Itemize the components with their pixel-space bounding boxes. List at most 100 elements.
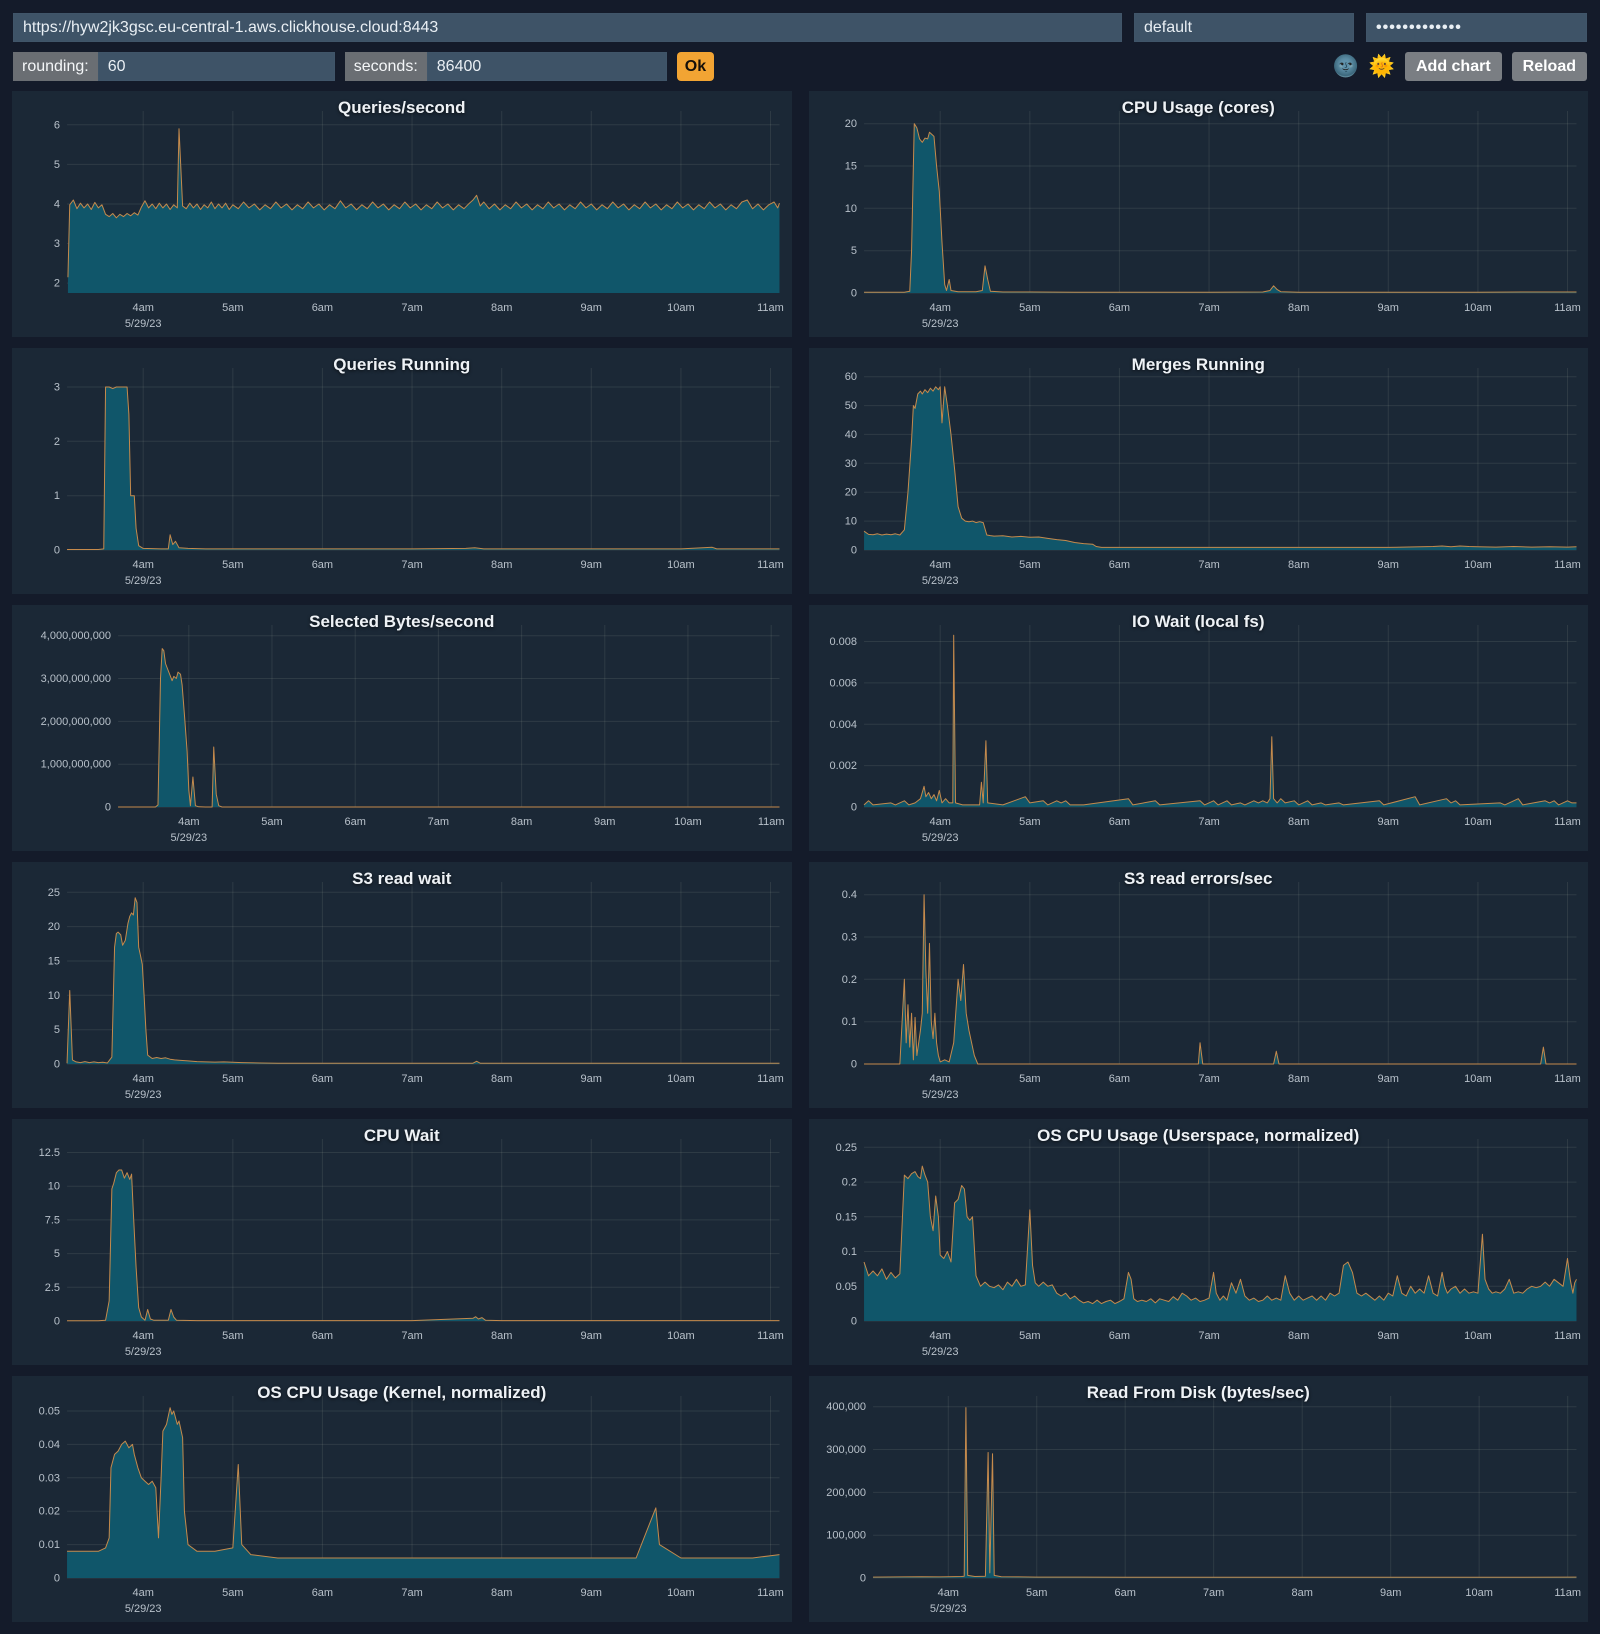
add-chart-button[interactable]: Add chart: [1404, 52, 1502, 81]
chart-canvas-io-wait-local-fs[interactable]: 0 0.002 0.004 0.006 0.008 4am 5am 6am 7am 8am 9am 1…: [809, 605, 1589, 851]
svg-text:8am: 8am: [491, 1330, 512, 1342]
chart-canvas-s3-read-errors[interactable]: 0 0.1 0.2 0.3 0.4 4am 5am 6am 7am 8am 9am 10am 11am 5…: [809, 862, 1589, 1108]
svg-text:9am: 9am: [581, 559, 602, 571]
svg-text:2: 2: [54, 278, 60, 290]
svg-text:10am: 10am: [1464, 1073, 1492, 1085]
svg-text:3: 3: [54, 382, 60, 394]
svg-text:11am: 11am: [757, 1073, 784, 1085]
svg-text:8am: 8am: [1288, 1073, 1309, 1085]
chart-panel-io-wait-local-fs: IO Wait (local fs) 0 0.002 0.004 0.006 0.008…: [808, 605, 1589, 851]
seconds-field-group: seconds:: [344, 52, 667, 81]
svg-text:5am: 5am: [222, 1587, 243, 1599]
svg-text:10am: 10am: [667, 302, 695, 314]
svg-text:1,000,000,000: 1,000,000,000: [41, 759, 111, 771]
svg-text:10am: 10am: [667, 559, 695, 571]
svg-text:0: 0: [54, 1573, 60, 1585]
svg-text:5am: 5am: [1019, 1073, 1040, 1085]
svg-text:1: 1: [54, 490, 60, 502]
svg-text:5am: 5am: [261, 816, 282, 828]
svg-text:5/29/23: 5/29/23: [921, 832, 958, 844]
toolbar-row-connection: [0, 0, 1600, 47]
chart-canvas-selected-bytes-per-second[interactable]: 0 1,000,000,000 2,000,000,000 3,000,000,000…: [12, 605, 792, 851]
svg-text:400,000: 400,000: [826, 1401, 866, 1413]
svg-text:60: 60: [844, 371, 856, 383]
svg-text:2: 2: [54, 436, 60, 448]
svg-text:4am: 4am: [929, 559, 950, 571]
chart-canvas-read-from-disk[interactable]: 0 100,000 200,000 300,000 400,000 4am 5am 6am 7a…: [809, 1376, 1589, 1622]
svg-text:0: 0: [54, 1316, 60, 1328]
svg-text:6am: 6am: [1108, 1073, 1129, 1085]
rounding-input[interactable]: [97, 52, 335, 81]
seconds-input[interactable]: [426, 52, 667, 81]
svg-text:10am: 10am: [1464, 559, 1492, 571]
svg-text:4am: 4am: [929, 816, 950, 828]
svg-text:10am: 10am: [667, 1587, 695, 1599]
svg-text:0.004: 0.004: [829, 719, 857, 731]
svg-text:4am: 4am: [937, 1587, 958, 1599]
svg-text:8am: 8am: [1288, 1330, 1309, 1342]
svg-text:0: 0: [850, 1316, 856, 1328]
svg-text:0: 0: [54, 1059, 60, 1071]
svg-text:0.002: 0.002: [829, 760, 857, 772]
svg-text:11am: 11am: [1554, 1073, 1581, 1085]
svg-text:6am: 6am: [1108, 1330, 1129, 1342]
svg-text:5am: 5am: [1019, 1330, 1040, 1342]
svg-text:11am: 11am: [1554, 302, 1581, 314]
charts-grid: Queries/second 2 3 4 5 6 4am 5am 6am 7am 8am 9am 10…: [0, 90, 1600, 1634]
chart-canvas-os-cpu-kernel[interactable]: 0 0.01 0.02 0.03 0.04 0.05 4am 5am 6am 7am 8am 9am 1…: [12, 1376, 792, 1622]
svg-text:5am: 5am: [1019, 302, 1040, 314]
dark-theme-moon-icon[interactable]: 🌚: [1332, 55, 1359, 78]
chart-canvas-queries-per-second[interactable]: 2 3 4 5 6 4am 5am 6am 7am 8am 9am 10am 11am 5/29/23: [12, 91, 792, 337]
seconds-label: seconds:: [344, 52, 427, 81]
chart-canvas-s3-read-wait[interactable]: 0 5 10 15 20 25 4am 5am 6am 7am 8am 9am 10am 11am 5/29…: [12, 862, 792, 1108]
svg-text:9am: 9am: [581, 1330, 602, 1342]
svg-text:0: 0: [850, 1059, 856, 1071]
svg-text:10am: 10am: [1464, 302, 1492, 314]
chart-canvas-cpu-usage-cores[interactable]: 0 5 10 15 20 4am 5am 6am 7am 8am 9am 10am 11am 5/29/2…: [809, 91, 1589, 337]
svg-text:8am: 8am: [1288, 816, 1309, 828]
svg-text:5/29/23: 5/29/23: [125, 575, 162, 587]
svg-text:8am: 8am: [491, 302, 512, 314]
svg-text:9am: 9am: [1377, 816, 1398, 828]
svg-text:10: 10: [844, 203, 856, 215]
chart-canvas-os-cpu-userspace[interactable]: 0 0.05 0.1 0.15 0.2 0.25 4am 5am 6am 7am 8am 9am 10a…: [809, 1119, 1589, 1365]
chart-panel-cpu-usage-cores: CPU Usage (cores) 0 5 10 15 20 4am 5am 6am 7am 8a…: [808, 91, 1589, 337]
svg-text:4am: 4am: [929, 1330, 950, 1342]
svg-text:9am: 9am: [594, 816, 615, 828]
chart-panel-os-cpu-kernel: OS CPU Usage (Kernel, normalized) 0 0.01 0…: [12, 1376, 792, 1622]
svg-text:5: 5: [850, 245, 856, 257]
svg-text:5/29/23: 5/29/23: [125, 318, 162, 330]
chart-panel-os-cpu-userspace: OS CPU Usage (Userspace, normalized) 0 0.…: [808, 1119, 1589, 1365]
svg-text:5am: 5am: [222, 1073, 243, 1085]
svg-text:7am: 7am: [428, 816, 449, 828]
svg-text:5am: 5am: [1019, 816, 1040, 828]
chart-canvas-cpu-wait[interactable]: 0 2.5 5 7.5 10 12.5 4am 5am 6am 7am 8am 9am 10am 11am…: [12, 1119, 792, 1365]
svg-text:6am: 6am: [312, 559, 333, 571]
svg-text:5am: 5am: [222, 302, 243, 314]
server-url-input[interactable]: [13, 13, 1122, 42]
svg-text:6am: 6am: [1108, 559, 1129, 571]
svg-text:25: 25: [48, 887, 60, 899]
reload-button[interactable]: Reload: [1511, 52, 1587, 81]
svg-text:5: 5: [54, 159, 60, 171]
svg-text:7am: 7am: [1198, 302, 1219, 314]
user-input[interactable]: [1134, 13, 1354, 42]
light-theme-sun-icon[interactable]: 🌞: [1368, 55, 1395, 78]
password-input[interactable]: [1366, 13, 1587, 42]
svg-text:11am: 11am: [758, 816, 785, 828]
svg-text:20: 20: [844, 487, 856, 499]
svg-text:9am: 9am: [581, 1587, 602, 1599]
svg-text:6am: 6am: [312, 302, 333, 314]
svg-text:11am: 11am: [1554, 816, 1581, 828]
svg-text:7am: 7am: [1198, 1330, 1219, 1342]
svg-text:9am: 9am: [1377, 559, 1398, 571]
svg-text:6: 6: [54, 119, 60, 131]
chart-canvas-queries-running[interactable]: 0 1 2 3 4am 5am 6am 7am 8am 9am 10am 11am 5/29/23: [12, 348, 792, 594]
svg-text:0.008: 0.008: [829, 636, 857, 648]
chart-canvas-merges-running[interactable]: 0 10 20 30 40 50 60 4am 5am 6am 7am 8am 9am 10am 11am 5…: [809, 348, 1589, 594]
svg-text:0.006: 0.006: [829, 677, 857, 689]
svg-text:8am: 8am: [1291, 1587, 1312, 1599]
svg-text:5/29/23: 5/29/23: [125, 1603, 162, 1615]
ok-button[interactable]: Ok: [676, 52, 715, 81]
svg-text:0.25: 0.25: [835, 1142, 856, 1154]
